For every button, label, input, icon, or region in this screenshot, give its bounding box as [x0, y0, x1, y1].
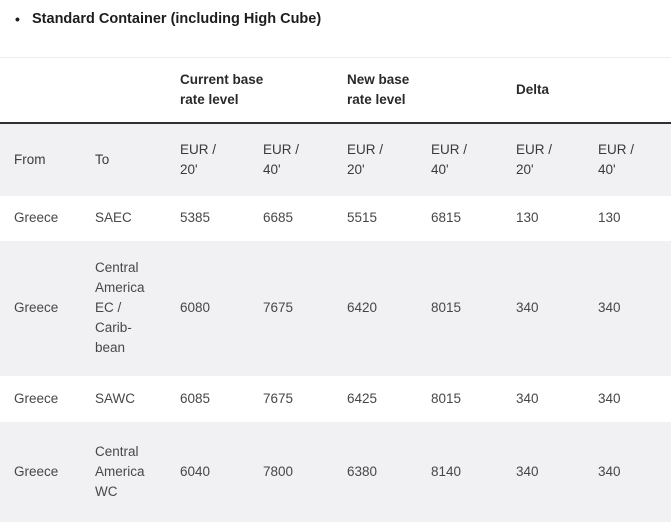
rates-table: Current base rate level New base rate le… [0, 57, 671, 522]
bullet-icon: • [15, 11, 20, 27]
section-heading: • Standard Container (including High Cub… [0, 0, 671, 29]
cell-new-40: 8015 [431, 390, 462, 406]
cell-current-40: 7675 [263, 390, 294, 406]
cell-current-20: 6085 [180, 390, 211, 406]
cell-delta-20: 340 [516, 463, 539, 479]
column-header-new-eur20: EUR / 20' [333, 121, 417, 196]
group-header-new: New base rate level [333, 57, 502, 123]
cell-to: SAWC [95, 390, 135, 406]
cell-from: Greece [14, 390, 59, 406]
cell-new-20: 6420 [347, 300, 378, 315]
cell-from: Greece [14, 463, 59, 479]
cell-current-40: 7675 [263, 300, 294, 315]
cell-new-40: 8140 [431, 463, 462, 479]
cell-new-20: 5515 [347, 210, 378, 225]
cell-new-40: 8015 [431, 300, 462, 315]
cell-to: SAEC [95, 210, 132, 225]
cell-current-20: 5385 [180, 210, 211, 225]
table-row: Greece Central America EC / Carib­bean 6… [0, 240, 671, 376]
cell-new-40: 6815 [431, 210, 462, 225]
cell-delta-40: 130 [598, 210, 621, 225]
page-title: Standard Container (including High Cube) [32, 11, 322, 27]
table-row: Greece Central America WC 6040 7800 6380… [0, 421, 671, 522]
cell-new-20: 6425 [347, 390, 378, 406]
cell-current-40: 7800 [263, 463, 294, 479]
cell-to: Central America EC / Carib­bean [95, 260, 145, 355]
column-header-from: From [0, 121, 81, 196]
column-header-new-eur40: EUR / 40' [417, 121, 502, 196]
cell-new-20: 6380 [347, 463, 378, 479]
column-header-row: From To EUR / 20' EUR / 40' EUR / 20' EU… [0, 121, 671, 196]
cell-delta-20: 130 [516, 210, 539, 225]
group-header-row: Current base rate level New base rate le… [0, 57, 671, 123]
cell-from: Greece [14, 210, 59, 225]
group-header-spacer [0, 57, 166, 123]
column-header-delta-eur40: EUR / 40' [584, 121, 671, 196]
cell-delta-40: 340 [598, 390, 621, 406]
group-header-current: Current base rate level [166, 57, 333, 123]
table-row: Greece SAWC 6085 7675 6425 8015 340 340 [0, 375, 671, 422]
cell-to: Central America WC [95, 443, 145, 499]
column-header-current-eur40: EUR / 40' [249, 121, 333, 196]
cell-current-20: 6080 [180, 300, 211, 315]
cell-current-20: 6040 [180, 463, 211, 479]
group-header-delta: Delta [502, 57, 671, 123]
cell-current-40: 6685 [263, 210, 294, 225]
column-header-to: To [81, 121, 166, 196]
cell-delta-20: 340 [516, 300, 539, 315]
cell-from: Greece [14, 300, 59, 315]
cell-delta-20: 340 [516, 390, 539, 406]
cell-delta-40: 340 [598, 463, 621, 479]
cell-delta-40: 340 [598, 300, 621, 315]
column-header-current-eur20: EUR / 20' [166, 121, 249, 196]
column-header-delta-eur20: EUR / 20' [502, 121, 584, 196]
table-row: Greece SAEC 5385 6685 5515 6815 130 130 [0, 195, 671, 241]
